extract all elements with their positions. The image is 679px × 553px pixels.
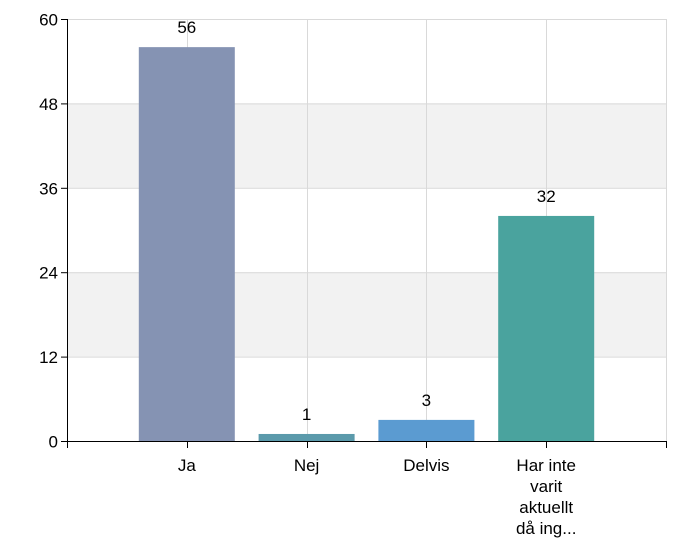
y-tick-label: 0 — [49, 433, 58, 452]
axes — [61, 19, 667, 448]
bar-value-label: 1 — [302, 405, 311, 424]
y-tick-label: 24 — [39, 264, 58, 283]
bar-delvis — [378, 419, 475, 441]
bar-value-label: 56 — [177, 18, 196, 37]
x-category-label: Delvis — [403, 456, 449, 475]
bar-ja — [138, 47, 235, 442]
x-axis-labels: Ja Nej Delvis Har inte varit aktuellt då ing..… — [178, 456, 577, 538]
bars — [138, 47, 595, 442]
x-category-label: Nej — [294, 456, 320, 475]
y-tick-label: 36 — [39, 179, 58, 198]
y-tick-label: 12 — [39, 348, 58, 367]
bar-har-inte — [498, 215, 595, 441]
bar-value-label: 3 — [422, 391, 431, 410]
value-labels: 56 1 3 32 — [177, 18, 555, 424]
x-category-label: Har inte varit aktuellt då ing... — [516, 456, 577, 538]
bar-nej — [258, 433, 355, 441]
x-category-label: Ja — [178, 456, 197, 475]
y-tick-label: 48 — [39, 95, 58, 114]
bar-value-label: 32 — [537, 187, 556, 206]
y-tick-label: 60 — [39, 11, 58, 30]
y-axis-ticks: 0 12 24 36 48 60 — [39, 11, 67, 452]
